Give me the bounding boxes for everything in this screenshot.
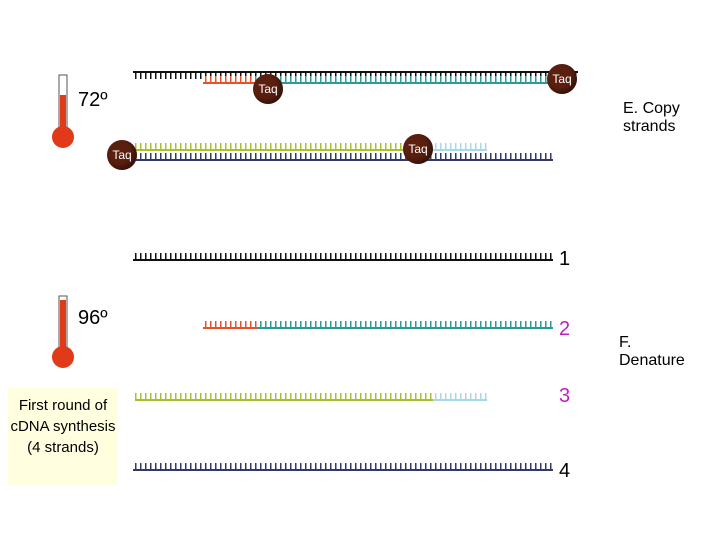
taq-enzyme: Taq — [253, 74, 283, 104]
strand-number: 1 — [559, 248, 571, 270]
strand — [133, 253, 553, 261]
step-label: F. Denature — [619, 334, 685, 369]
thermometer — [52, 295, 74, 368]
strand — [135, 153, 553, 161]
strand-number: 2 — [559, 318, 571, 340]
step-label: E. Copy strands — [623, 100, 680, 135]
temperature: 72º — [78, 89, 108, 111]
note: First round of cDNA synthesis (4 strands… — [10, 397, 116, 456]
strand — [203, 76, 555, 84]
taq-enzyme: Taq — [547, 64, 577, 94]
temperature: 96º — [78, 307, 108, 329]
strand — [133, 463, 553, 471]
strand-number: 3 — [559, 385, 571, 407]
thermometer — [52, 74, 74, 148]
taq-enzyme: Taq — [107, 140, 137, 170]
strand — [135, 143, 487, 151]
strand — [203, 321, 553, 329]
strand — [133, 71, 578, 79]
strand — [135, 393, 487, 401]
note-box — [8, 388, 118, 485]
strand-number: 4 — [559, 460, 571, 482]
taq-enzyme: Taq — [403, 134, 433, 164]
